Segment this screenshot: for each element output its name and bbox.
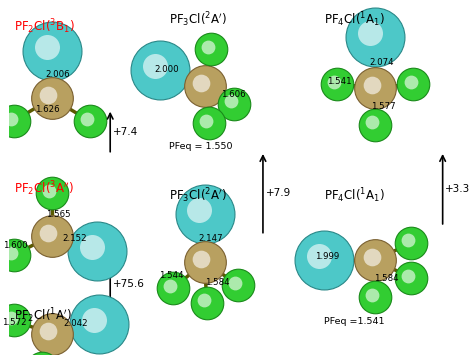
Point: [201, 212, 209, 217]
Point: [48, 191, 55, 196]
Point: [201, 83, 209, 89]
Point: [10, 317, 18, 323]
Text: 1.565: 1.565: [46, 210, 71, 219]
Text: PF$_4$Cl($^1$A$_1$): PF$_4$Cl($^1$A$_1$): [324, 10, 384, 29]
Point: [43, 44, 51, 50]
Point: [235, 282, 242, 288]
Point: [196, 208, 203, 213]
Point: [405, 237, 412, 243]
Text: PF$_3$Cl($^2$A$'$): PF$_3$Cl($^2$A$'$): [169, 186, 226, 205]
Text: 1.600: 1.600: [3, 241, 28, 250]
Text: PF$_3$Cl($^2$A$'$): PF$_3$Cl($^2$A$'$): [169, 10, 226, 29]
Point: [330, 79, 338, 85]
Point: [45, 230, 52, 236]
Point: [88, 245, 95, 250]
Text: 2.147: 2.147: [199, 234, 223, 243]
Point: [151, 63, 158, 69]
Point: [48, 233, 55, 239]
Text: 2.152: 2.152: [62, 234, 87, 243]
Point: [372, 85, 379, 91]
Point: [405, 273, 412, 279]
Point: [45, 329, 52, 334]
Text: 1.999: 1.999: [315, 252, 339, 261]
Text: 1.572: 1.572: [2, 318, 27, 327]
Point: [368, 82, 375, 88]
Point: [372, 34, 379, 39]
Point: [230, 101, 237, 106]
Point: [372, 294, 379, 300]
Point: [95, 321, 103, 327]
Point: [7, 315, 15, 321]
Text: 1.544: 1.544: [159, 271, 184, 280]
Point: [407, 79, 414, 85]
Point: [7, 250, 15, 256]
Text: PF$_4$Cl($^1$A$_1$): PF$_4$Cl($^1$A$_1$): [324, 186, 384, 205]
Point: [368, 255, 375, 260]
Text: 1.606: 1.606: [221, 90, 246, 99]
Point: [48, 332, 55, 337]
Point: [203, 300, 210, 305]
Point: [232, 280, 239, 285]
Text: +7.4: +7.4: [113, 127, 138, 137]
Text: +7.9: +7.9: [266, 189, 292, 198]
Point: [156, 67, 164, 73]
Point: [372, 257, 379, 263]
Text: PF$_2$Cl($^1$A$'$): PF$_2$Cl($^1$A$'$): [14, 306, 71, 325]
Point: [45, 188, 53, 194]
Text: PF$_2$Cl($^3$B$_1$): PF$_2$Cl($^3$B$_1$): [14, 17, 74, 36]
Point: [205, 44, 212, 50]
Point: [86, 118, 94, 124]
Point: [205, 120, 213, 126]
Point: [315, 253, 322, 259]
Point: [201, 259, 209, 265]
Text: 1.541: 1.541: [327, 77, 351, 86]
Text: +3.3: +3.3: [445, 184, 470, 194]
Text: 1.584: 1.584: [374, 274, 399, 283]
Point: [366, 30, 374, 36]
Point: [227, 98, 235, 104]
Point: [197, 80, 205, 86]
Point: [197, 256, 205, 262]
Text: 2.042: 2.042: [63, 319, 88, 328]
Point: [10, 252, 18, 258]
Text: PFeq =1.541: PFeq =1.541: [324, 317, 384, 326]
Point: [369, 120, 376, 125]
Point: [48, 95, 55, 101]
Point: [45, 93, 52, 98]
Text: 1.577: 1.577: [371, 102, 396, 111]
Text: PFeq = 1.550: PFeq = 1.550: [169, 142, 232, 151]
Point: [369, 292, 376, 298]
Point: [90, 317, 98, 323]
Point: [169, 286, 177, 291]
Text: 1.584: 1.584: [205, 278, 229, 287]
Point: [408, 275, 415, 281]
Point: [333, 81, 341, 87]
Text: 2.074: 2.074: [369, 58, 394, 67]
Point: [93, 248, 100, 254]
Point: [202, 118, 210, 124]
Point: [10, 118, 18, 124]
Point: [372, 122, 379, 127]
Point: [48, 48, 55, 54]
Text: PF$_2$Cl($^3$A$''$): PF$_2$Cl($^3$A$''$): [14, 179, 73, 198]
Text: +75.6: +75.6: [113, 279, 145, 289]
Point: [320, 257, 328, 263]
Point: [166, 283, 174, 289]
Point: [410, 81, 417, 87]
Text: 2.006: 2.006: [45, 70, 70, 79]
Point: [200, 297, 208, 303]
Text: 2.000: 2.000: [154, 65, 179, 74]
Text: 1.626: 1.626: [35, 105, 59, 114]
Point: [408, 240, 415, 246]
Point: [7, 116, 15, 122]
Point: [208, 46, 215, 52]
Point: [83, 116, 91, 122]
